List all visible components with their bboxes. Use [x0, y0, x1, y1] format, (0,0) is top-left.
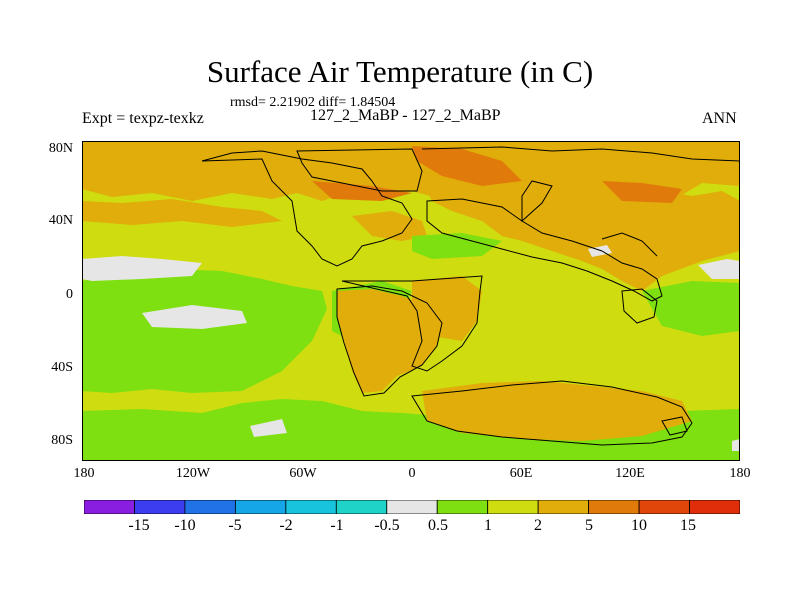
y-tick-40n: 40N	[48, 213, 73, 228]
x-tick-120e: 120E	[615, 466, 645, 481]
colorbar-label-1: 1	[484, 517, 492, 534]
experiment-label: Expt = texpz-texkz	[82, 110, 204, 127]
colorbar-cell	[588, 500, 640, 514]
southern-ocean-cool-band	[82, 399, 740, 461]
colorbar-label-2: 2	[534, 517, 542, 534]
case-label: 127_2_MaBP - 127_2_MaBP	[310, 107, 501, 124]
colorbar-cell	[84, 500, 135, 514]
colorbar-label--5: -5	[228, 517, 242, 534]
colorbar-label-5: 5	[585, 517, 593, 534]
colorbar-cell	[689, 500, 740, 514]
greenland-hotspot	[312, 181, 412, 201]
neutral-patch-east-pacific	[698, 259, 740, 279]
neutral-patch-south-pacific	[250, 419, 287, 437]
x-tick-60w: 60W	[289, 466, 317, 481]
x-tick-0: 0	[408, 466, 416, 481]
colorbar-cell	[386, 500, 438, 514]
x-tick-180e: 180	[729, 466, 751, 481]
neutral-patch-north-pacific	[82, 256, 202, 281]
siberia-hotspot	[602, 181, 682, 203]
y-tick-40s: 40S	[51, 360, 73, 375]
stats-line: rmsd= 2.21902 diff= 1.84504	[230, 95, 396, 110]
colorbar-cell	[487, 500, 539, 514]
colorbar-label--2: -2	[279, 517, 293, 534]
colorbar-label--10: -10	[174, 517, 196, 534]
mediterranean-cool-patch	[412, 233, 502, 259]
y-tick-80s: 80S	[51, 433, 73, 448]
colorbar-cell	[335, 500, 388, 514]
map-frame	[82, 141, 740, 461]
colorbar-label--0.5: -0.5	[374, 517, 400, 534]
neutral-patch-far-east	[732, 439, 740, 451]
arctic-hotspot-1	[412, 146, 522, 186]
coastlines	[201, 146, 740, 446]
colorbar-cell	[638, 500, 690, 514]
y-tick-80n: 80N	[48, 141, 73, 156]
colorbar-label-0.5: 0.5	[428, 517, 448, 534]
colorbar-cell	[285, 500, 337, 514]
north-pacific-warm-region	[82, 199, 282, 227]
colorbar-label--15: -15	[128, 517, 150, 534]
season-label: ANN	[702, 110, 737, 127]
x-tick-120w: 120W	[175, 466, 211, 481]
pacific-cool-band	[82, 269, 327, 393]
neutral-patch-tropical-pacific	[142, 305, 247, 329]
africa-warm-region	[412, 276, 482, 341]
colorbar-cell	[436, 500, 489, 514]
north-atlantic-warm-region	[352, 211, 427, 241]
colorbar-cell	[134, 500, 186, 514]
colorbar-label-15: 15	[680, 517, 696, 534]
colorbar-label-10: 10	[631, 517, 647, 534]
x-tick-60e: 60E	[509, 466, 533, 481]
temperature-map	[82, 141, 740, 461]
colorbar-label--1: -1	[330, 517, 344, 534]
east-pacific-cool-patch	[642, 281, 740, 336]
y-tick-0: 0	[66, 287, 73, 302]
antarctic-warm-region	[422, 381, 692, 441]
colorbar-cell	[184, 500, 236, 514]
x-tick-180w: 180	[73, 466, 95, 481]
colorbar-cell	[537, 500, 590, 514]
colorbar-cell	[234, 500, 287, 514]
plot-title: Surface Air Temperature (in C)	[206, 54, 594, 89]
colorbar	[84, 500, 740, 514]
